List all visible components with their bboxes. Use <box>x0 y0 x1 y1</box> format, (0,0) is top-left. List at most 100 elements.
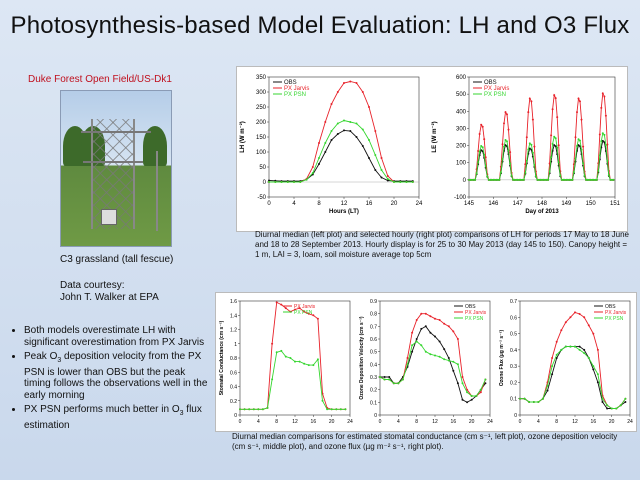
data-point <box>506 113 508 116</box>
data-point <box>583 348 586 351</box>
data-point <box>534 175 537 178</box>
x-tick-label: 24 <box>627 419 633 425</box>
data-point <box>280 349 283 352</box>
data-point <box>472 178 475 181</box>
data-point <box>531 151 534 154</box>
data-point <box>503 122 505 125</box>
data-point <box>438 355 441 358</box>
data-point <box>577 138 580 141</box>
plot-area <box>268 76 420 198</box>
data-point <box>456 363 459 366</box>
data-point <box>583 174 586 177</box>
data-point <box>492 178 495 181</box>
data-point <box>434 354 436 357</box>
data-point <box>550 134 553 137</box>
y-tick-label: 0.2 <box>510 380 517 386</box>
data-point <box>318 157 320 159</box>
data-point <box>478 150 481 153</box>
data-point <box>311 172 314 174</box>
data-point <box>551 365 554 368</box>
data-point <box>603 133 606 136</box>
data-point <box>248 408 251 411</box>
data-point <box>420 344 423 347</box>
data-point <box>393 181 395 183</box>
y-tick-label: 0.6 <box>370 337 377 343</box>
data-point <box>266 406 269 409</box>
y-tick-label: 0 <box>234 413 237 419</box>
data-point <box>553 144 556 147</box>
data-point <box>609 178 612 181</box>
data-point <box>380 176 383 179</box>
y-tick-label: 1 <box>234 342 237 348</box>
data-point <box>443 322 446 325</box>
x-tick-label: 12 <box>572 419 578 425</box>
data-point <box>336 91 339 93</box>
data-point <box>576 145 578 147</box>
y-axis-label: LE (W m⁻²) <box>431 121 438 152</box>
y-tick-label: 1.2 <box>230 328 237 334</box>
data-point <box>556 146 559 149</box>
data-point <box>284 355 287 358</box>
data-point <box>303 310 306 313</box>
data-point <box>271 342 274 345</box>
data-point <box>586 178 589 181</box>
data-point <box>532 401 535 403</box>
y-tick-label: 250 <box>256 105 267 111</box>
data-point <box>560 178 563 181</box>
data-point <box>312 314 315 317</box>
data-point <box>546 384 549 387</box>
data-point <box>583 352 586 355</box>
data-point <box>424 312 427 315</box>
data-point <box>374 169 377 171</box>
data-point <box>479 388 482 391</box>
data-point <box>569 316 572 319</box>
data-point <box>480 149 483 152</box>
data-point <box>388 376 391 378</box>
data-point <box>554 145 557 148</box>
data-point <box>596 381 599 384</box>
data-point <box>607 174 610 177</box>
data-point <box>368 157 370 159</box>
data-point <box>420 312 423 315</box>
data-point <box>560 348 563 351</box>
data-point <box>551 108 554 111</box>
data-point <box>537 401 540 403</box>
data-point <box>582 162 585 165</box>
data-point <box>466 388 469 391</box>
data-point <box>556 116 559 119</box>
data-point <box>521 178 524 181</box>
legend-label: PX PSN <box>294 310 313 316</box>
data-point <box>280 303 283 306</box>
y-tick-label: 0.5 <box>370 350 377 356</box>
series-line-obs <box>268 129 413 182</box>
data-point <box>343 119 345 122</box>
legend-label: PX PSN <box>465 316 484 322</box>
data-point <box>475 172 478 175</box>
data-point <box>598 133 601 136</box>
data-point <box>557 161 560 164</box>
data-point <box>324 142 327 144</box>
x-tick-label: 20 <box>469 419 475 425</box>
x-axis-label: Day of 2013 <box>525 209 559 215</box>
data-point <box>601 397 604 400</box>
data-point <box>355 82 358 84</box>
data-point <box>344 408 347 411</box>
y-axis-label: Ozone Deposition Velocity (cm s⁻¹) <box>359 316 365 400</box>
data-point <box>524 171 527 174</box>
data-point <box>600 106 603 109</box>
data-point <box>481 146 484 149</box>
data-point <box>316 358 319 361</box>
x-tick-label: 151 <box>610 201 621 207</box>
y-tick-label: 0.4 <box>230 385 237 391</box>
data-point <box>576 111 578 114</box>
data-point <box>525 159 528 162</box>
data-point <box>555 353 558 356</box>
y-tick-label: 0.8 <box>230 356 237 362</box>
data-point <box>339 408 342 411</box>
data-point <box>477 161 480 164</box>
x-tick-label: 8 <box>555 419 558 425</box>
y-tick-label: -100 <box>454 195 467 201</box>
data-point <box>447 359 450 362</box>
legend-label: PX PSN <box>605 316 624 322</box>
y-tick-label: 400 <box>456 109 467 115</box>
